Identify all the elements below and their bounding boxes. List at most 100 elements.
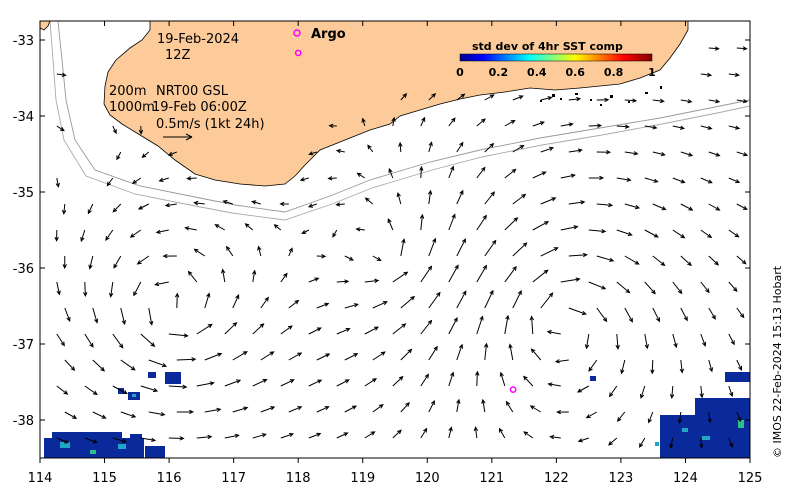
y-tick-label: -38 xyxy=(13,414,34,429)
current-arrow xyxy=(644,229,659,238)
argo-legend-marker xyxy=(293,29,301,37)
current-arrow xyxy=(584,333,590,350)
current-arrow xyxy=(327,176,337,181)
current-arrow xyxy=(252,323,265,335)
current-arrow xyxy=(92,359,106,372)
current-arrow xyxy=(280,379,295,387)
current-arrow xyxy=(512,193,527,205)
x-tick-label: 121 xyxy=(479,471,504,486)
current-arrow xyxy=(680,99,693,104)
current-arrow xyxy=(367,144,374,153)
current-arrow xyxy=(428,345,438,361)
current-arrow xyxy=(186,176,197,181)
current-arrow xyxy=(596,255,615,262)
current-arrow xyxy=(549,434,561,440)
current-arrow xyxy=(708,203,721,211)
current-arrow xyxy=(221,268,226,283)
current-arrow xyxy=(547,382,561,387)
current-arrow xyxy=(568,252,588,258)
current-arrow xyxy=(728,229,740,238)
current-arrow xyxy=(364,197,374,205)
x-tick-label: 116 xyxy=(157,471,182,486)
current-arrow xyxy=(92,307,99,324)
current-arrow xyxy=(484,94,495,101)
current-arrow xyxy=(64,359,76,372)
product-label: NRT00 GSL xyxy=(156,84,229,99)
current-arrow xyxy=(728,72,740,77)
current-arrow xyxy=(419,213,425,231)
current-arrow xyxy=(168,384,188,389)
current-arrow xyxy=(568,96,582,102)
current-arrow xyxy=(448,165,455,179)
current-arrow xyxy=(224,433,240,439)
colorbar-tick-label: 0.8 xyxy=(604,66,624,79)
current-arrow xyxy=(400,402,410,413)
current-arrow xyxy=(398,141,403,153)
current-arrow xyxy=(620,359,626,375)
current-arrow xyxy=(498,427,506,439)
current-arrow xyxy=(280,325,293,335)
date-label: 19-Feb-2024 xyxy=(157,32,239,47)
current-arrow xyxy=(154,281,169,287)
current-arrow xyxy=(196,381,215,387)
current-arrow xyxy=(328,123,337,129)
current-arrow xyxy=(476,315,484,335)
current-arrow xyxy=(554,359,569,364)
current-arrow xyxy=(120,411,137,418)
current-arrow xyxy=(700,333,707,347)
current-arrow xyxy=(530,348,542,361)
current-arrow xyxy=(84,385,98,396)
current-arrow xyxy=(116,151,122,161)
colorbar-tick-label: 0.4 xyxy=(527,66,547,79)
current-arrow xyxy=(616,229,633,236)
current-arrow xyxy=(316,406,330,413)
scale-arrow xyxy=(163,133,193,141)
current-arrow xyxy=(508,343,514,361)
current-arrow xyxy=(700,177,713,184)
current-arrow xyxy=(428,141,433,153)
current-arrow xyxy=(456,343,464,361)
current-arrow xyxy=(484,191,496,205)
x-tick-label: 123 xyxy=(608,471,633,486)
current-arrow xyxy=(55,177,60,188)
current-arrow xyxy=(568,307,587,315)
current-arrow xyxy=(307,203,317,208)
current-arrow xyxy=(392,429,402,439)
current-arrow xyxy=(109,281,114,298)
y-tick-label: -35 xyxy=(13,186,34,201)
current-arrow xyxy=(677,411,683,424)
current-arrow xyxy=(556,409,569,415)
current-arrow xyxy=(588,281,607,290)
current-arrow xyxy=(568,200,586,205)
argo-float-markers xyxy=(294,49,517,393)
current-arrow xyxy=(512,95,524,101)
current-arrow xyxy=(608,437,618,446)
x-tick-label: 114 xyxy=(28,471,53,486)
current-arrow xyxy=(400,93,408,101)
current-arrow xyxy=(336,327,351,335)
current-arrow xyxy=(736,46,748,51)
current-arrow xyxy=(728,385,734,398)
current-arrow xyxy=(232,406,249,413)
current-arrow xyxy=(136,255,150,265)
current-arrow xyxy=(652,98,665,104)
current-arrow xyxy=(644,177,659,183)
colorbar-title: std dev of 4hr SST comp xyxy=(472,40,623,53)
current-arrow xyxy=(288,299,300,309)
current-arrow xyxy=(504,168,517,179)
current-arrow xyxy=(141,151,150,159)
current-arrow xyxy=(64,307,71,322)
current-arrow xyxy=(644,333,649,350)
current-arrow xyxy=(56,333,65,347)
current-arrow xyxy=(204,292,211,309)
current-arrow xyxy=(392,375,404,387)
current-arrow xyxy=(158,177,169,182)
current-arrow xyxy=(708,99,721,104)
current-arrow xyxy=(546,330,561,335)
current-arrow xyxy=(568,148,583,153)
current-arrow xyxy=(131,177,142,185)
current-arrow xyxy=(164,202,177,208)
current-arrow xyxy=(168,333,189,338)
current-arrow xyxy=(476,166,486,179)
current-arrow xyxy=(56,437,69,444)
